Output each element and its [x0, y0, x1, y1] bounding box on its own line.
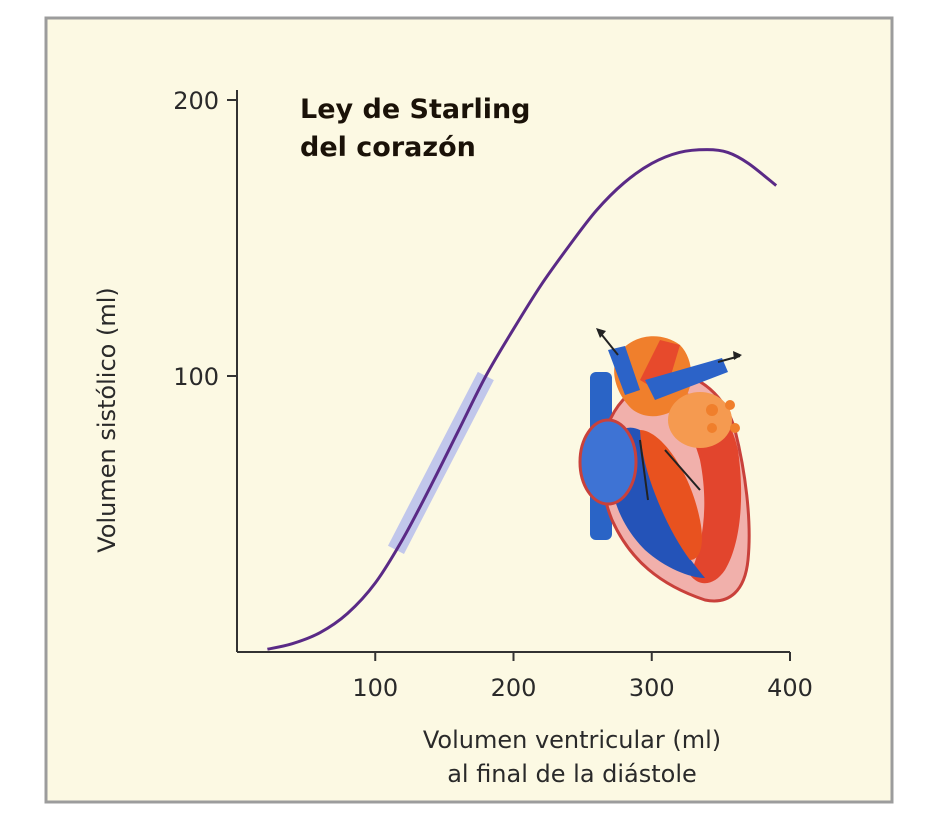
y-tick-label: 100: [173, 363, 219, 391]
x-tick-label: 300: [629, 674, 675, 702]
x-tick-label: 100: [352, 674, 398, 702]
x-tick-label: 400: [767, 674, 813, 702]
heart-icon: [578, 328, 751, 603]
x-axis-label-line-2: al final de la diástole: [447, 760, 697, 788]
chart-title-line-2: del corazón: [300, 132, 476, 163]
y-axis-label: Volumen sistólico (ml): [93, 287, 121, 553]
y-tick-label: 200: [173, 87, 219, 115]
x-tick-label: 200: [491, 674, 537, 702]
x-axis-label-line-1: Volumen ventricular (ml): [423, 726, 721, 754]
chart-title-line-1: Ley de Starling: [300, 94, 531, 125]
series-line: [267, 148, 778, 651]
x-ticks: 100 200 300 400: [352, 652, 813, 702]
y-ticks: 100 200: [173, 87, 237, 391]
series-layer: [267, 148, 778, 651]
